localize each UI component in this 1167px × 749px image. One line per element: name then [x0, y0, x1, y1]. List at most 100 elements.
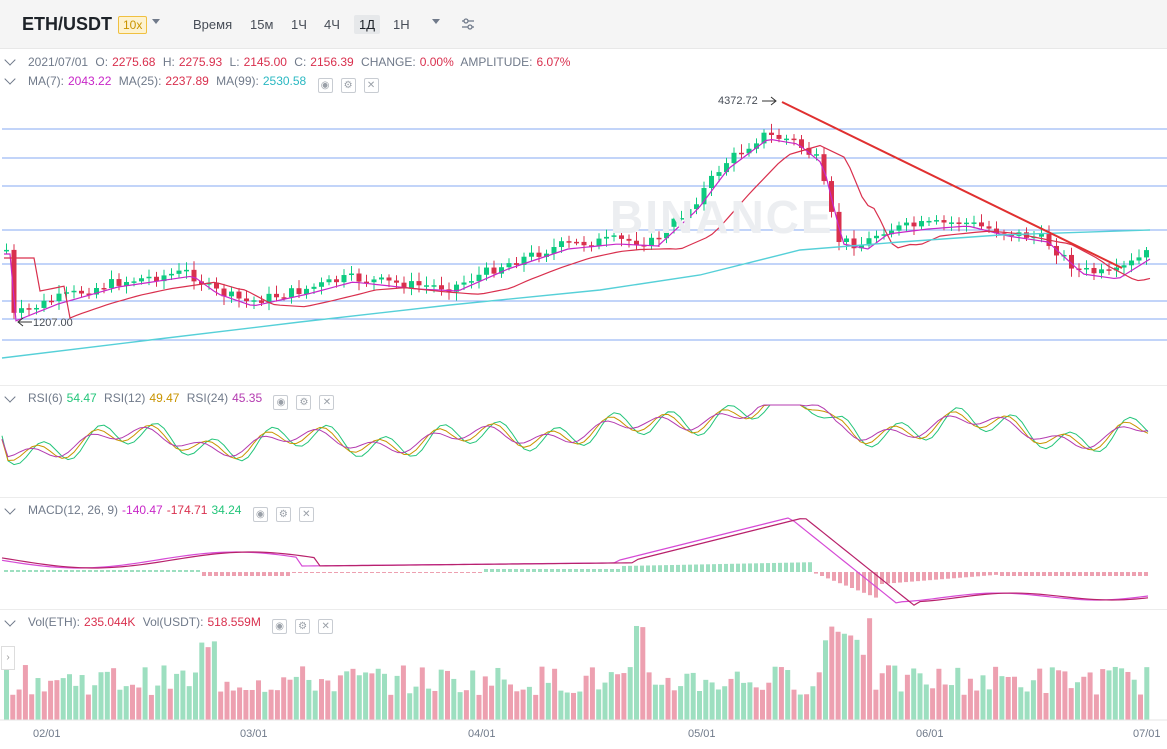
rsi-line	[1, 404, 1149, 466]
macd-histogram-bar	[1108, 572, 1112, 576]
macd-histogram-bar	[574, 569, 578, 572]
macd-histogram-bar	[406, 572, 410, 573]
pair-title[interactable]: ETH/USDT	[22, 14, 112, 34]
rsi6-label: RSI(6)	[28, 391, 63, 405]
volume-bar	[363, 672, 369, 720]
eye-icon[interactable]: ◉	[273, 395, 289, 410]
candle	[34, 307, 39, 310]
eye-icon[interactable]: ◉	[272, 619, 288, 634]
volume-bar	[980, 675, 986, 720]
macd-histogram-bar	[946, 572, 950, 579]
gear-icon[interactable]: ⚙	[295, 619, 311, 634]
macd-histogram-bar	[1066, 572, 1070, 576]
macd-histogram-bar	[718, 564, 722, 572]
tab-15m[interactable]: 15м	[250, 17, 274, 32]
volume-bar	[634, 625, 639, 720]
macd-histogram-bar	[886, 572, 890, 584]
volume-bar	[111, 668, 117, 720]
candle	[896, 225, 902, 231]
macd-histogram-bar	[1072, 572, 1076, 576]
candle	[821, 154, 827, 182]
macd-histogram-bar	[190, 570, 194, 572]
volume-bar	[734, 671, 740, 720]
volume-bar	[760, 689, 765, 720]
volume-bar	[407, 693, 413, 720]
candle	[956, 222, 962, 224]
volume-bar	[1106, 670, 1112, 720]
amplitude-label: AMPLITUDE:	[460, 55, 533, 69]
volume-bar	[1138, 694, 1143, 720]
macd-histogram-bar	[364, 572, 368, 573]
leverage-badge[interactable]: 10x	[118, 16, 148, 34]
macd-histogram-bar	[64, 570, 68, 572]
macd-histogram-bar	[250, 572, 254, 576]
gear-icon[interactable]: ⚙	[296, 395, 312, 410]
macd-histogram-bar	[268, 572, 272, 576]
close-icon[interactable]: ✕	[363, 78, 379, 93]
candle	[71, 290, 77, 293]
volume-bar	[917, 673, 923, 720]
macd-histogram-bar	[304, 572, 308, 573]
candle	[604, 236, 609, 239]
candle	[761, 132, 767, 144]
macd-histogram-bar	[880, 572, 884, 584]
macd-histogram-bar	[376, 572, 380, 573]
volume-bar	[804, 694, 810, 720]
eye-icon[interactable]: ◉	[252, 507, 268, 522]
macd-histogram-bar	[760, 563, 764, 572]
tab-1w[interactable]: 1Н	[393, 17, 410, 32]
candle	[371, 279, 377, 283]
chevron-down-icon[interactable]	[152, 19, 160, 24]
volume-bar	[337, 675, 343, 720]
volume-bar	[533, 694, 539, 720]
watermark: BINANCE	[610, 191, 834, 243]
settings-sliders-icon[interactable]	[460, 16, 476, 32]
tab-time[interactable]: Время	[193, 17, 233, 32]
volume-bar	[942, 684, 948, 720]
macd-histogram-bar	[1090, 572, 1094, 576]
candle	[1054, 245, 1059, 256]
volume-bar	[640, 627, 646, 720]
volume-bar	[886, 665, 891, 720]
macd-histogram-bar	[436, 572, 440, 573]
macd-dif-value: -140.47	[122, 503, 163, 517]
tab-4h[interactable]: 4Ч	[324, 17, 340, 32]
volume-bar	[791, 689, 797, 720]
macd-histogram-bar	[172, 570, 176, 572]
eye-icon[interactable]: ◉	[317, 78, 333, 93]
volume-bar	[130, 684, 135, 720]
close-icon[interactable]: ✕	[298, 507, 314, 522]
volume-bar	[898, 691, 904, 720]
volume-bar	[1030, 680, 1036, 720]
macd-histogram-bar	[952, 572, 956, 579]
candle	[596, 238, 602, 247]
candle	[1099, 269, 1104, 274]
more-timeframes-icon[interactable]	[432, 19, 440, 24]
tab-1h[interactable]: 1Ч	[291, 17, 307, 32]
candle	[799, 139, 804, 148]
candle	[101, 288, 107, 290]
candle	[416, 281, 422, 286]
candle	[919, 221, 924, 227]
macd-histogram-bar	[538, 569, 542, 572]
tab-1d[interactable]: 1Д	[354, 15, 381, 34]
gear-icon[interactable]: ⚙	[340, 78, 356, 93]
macd-histogram-bar	[184, 570, 188, 572]
volume-bar	[703, 679, 709, 720]
ma7-label: MA(7):	[28, 74, 64, 88]
volume-bar	[287, 679, 293, 720]
close-icon[interactable]: ✕	[318, 619, 334, 634]
volume-bar	[382, 673, 387, 720]
volume-bar	[615, 674, 621, 720]
volume-bar	[268, 689, 274, 720]
volume-bar	[930, 688, 936, 720]
gear-icon[interactable]: ⚙	[275, 507, 291, 522]
close-icon[interactable]: ✕	[319, 395, 335, 410]
macd-histogram-bar	[598, 569, 602, 572]
ma25-value: 2237.89	[165, 74, 209, 88]
macd-histogram-bar	[556, 569, 560, 572]
macd-histogram-bar	[532, 569, 536, 572]
sidebar-toggle-button[interactable]: ›	[1, 646, 15, 670]
candle	[319, 282, 324, 287]
